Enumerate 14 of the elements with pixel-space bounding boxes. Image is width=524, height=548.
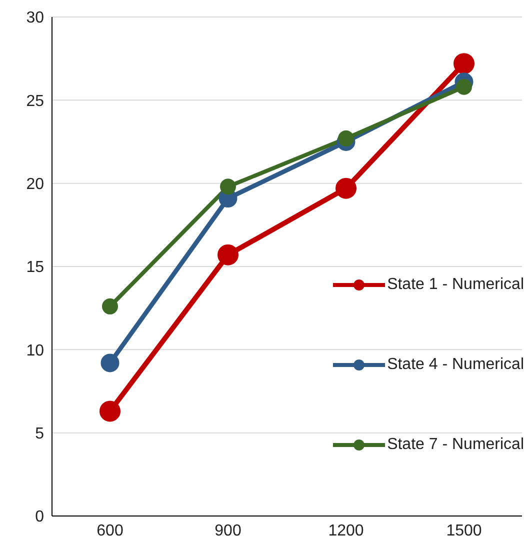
- x-tick-label: 900: [214, 522, 242, 540]
- legend-label: State 7 - Numerical: [387, 436, 524, 454]
- legend-label: State 4 - Numerical: [387, 356, 524, 374]
- y-tick-label: 30: [26, 10, 44, 27]
- y-tick-label: 5: [35, 426, 44, 443]
- x-tick-label: 1200: [328, 522, 364, 540]
- y-tick-label: 10: [26, 342, 44, 360]
- y-tick-label: 20: [26, 176, 44, 194]
- y-tick-label: 25: [26, 92, 44, 110]
- legend-label: State 1 - Numerical: [387, 276, 524, 294]
- y-tick-label: 0: [35, 508, 44, 526]
- x-tick-label: 1500: [446, 522, 482, 540]
- x-tick-label: 600: [96, 522, 124, 540]
- y-tick-label: 15: [26, 259, 44, 276]
